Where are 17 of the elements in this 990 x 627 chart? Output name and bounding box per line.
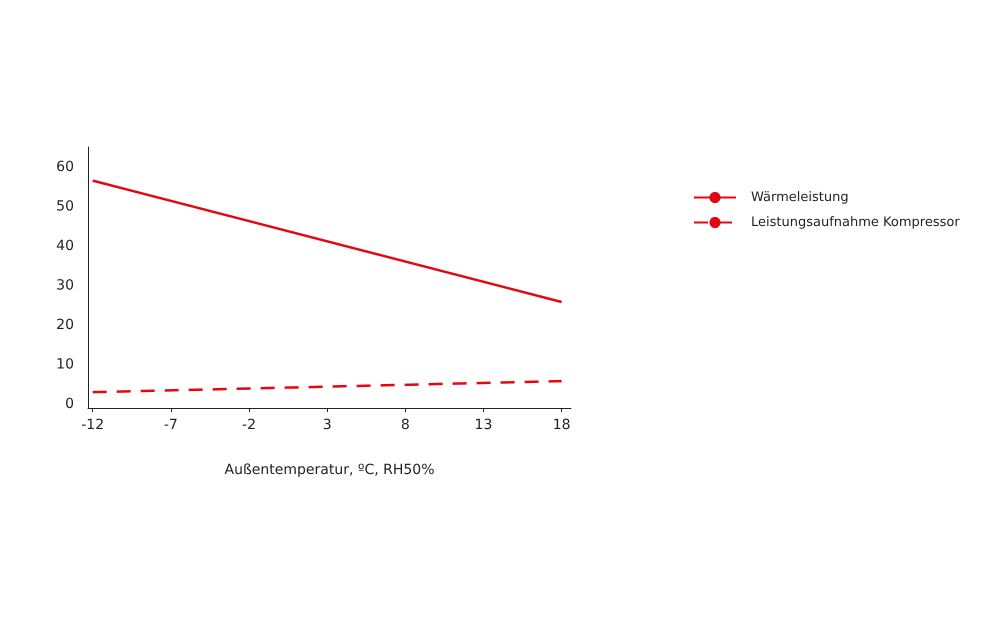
legend-label: Wärmeleistung: [751, 190, 849, 205]
x-tick-label: -7: [164, 417, 178, 433]
x-tick-label: 8: [400, 417, 410, 433]
y-tick-label: 10: [56, 356, 74, 372]
x-tick-label: 13: [474, 417, 492, 433]
x-tick-label: -12: [81, 417, 104, 433]
y-tick-label: 60: [56, 158, 74, 175]
y-tick-label: 30: [56, 277, 74, 294]
x-tick-label: -2: [242, 417, 256, 433]
y-tick-label: 20: [56, 316, 74, 333]
y-tick-label: 0: [65, 396, 74, 412]
x-axis-title: Außentemperatur, ºC, RH50%: [224, 462, 434, 478]
x-tick-label: 18: [552, 417, 571, 433]
x-tick-label: 3: [322, 417, 332, 433]
legend-label: Leistungsaufnahme Kompressor: [751, 215, 960, 230]
y-tick-label: 50: [56, 198, 74, 214]
y-tick-label: 40: [56, 238, 74, 254]
